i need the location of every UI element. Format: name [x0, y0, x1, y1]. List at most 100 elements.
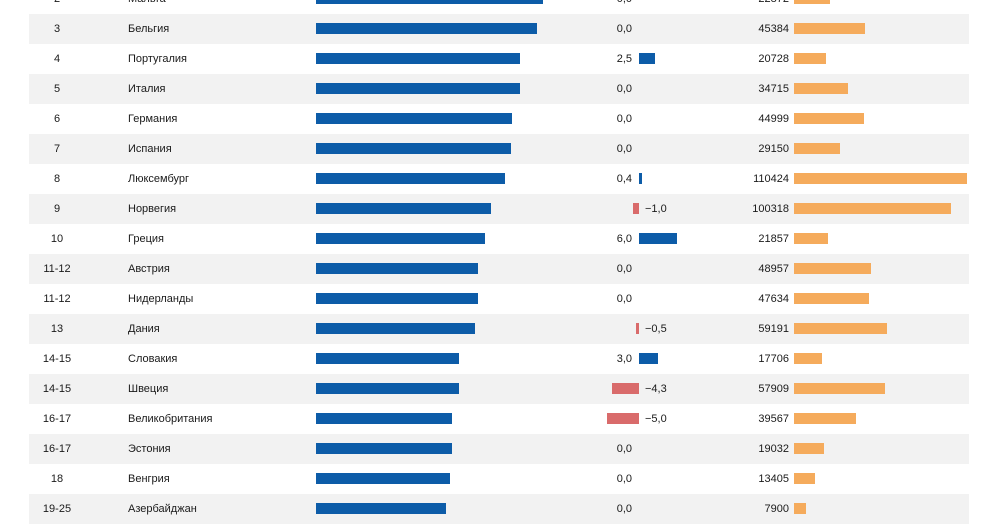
change-label: 3,0	[616, 353, 632, 365]
change-bar	[607, 413, 639, 424]
score-bar	[316, 233, 485, 244]
score-bar	[316, 173, 506, 184]
country-cell: Бельгия	[128, 23, 170, 35]
gdp-label: 100318	[752, 203, 789, 215]
score-bar	[316, 413, 453, 424]
change-bar	[639, 233, 677, 244]
change-bar	[611, 383, 639, 394]
country-cell: Великобритания	[128, 413, 213, 425]
gdp-label: 20728	[758, 53, 789, 65]
gdp-bar	[794, 293, 869, 304]
change-bar	[635, 323, 639, 334]
gdp-label: 44999	[758, 113, 789, 125]
change-label: 0,0	[616, 263, 632, 275]
country-cell: Нидерланды	[128, 293, 194, 305]
gdp-label: 59191	[758, 323, 789, 335]
gdp-bar	[794, 53, 827, 64]
gdp-bar	[794, 263, 871, 274]
gdp-label: 45384	[758, 23, 789, 35]
rank-cell: 19-25	[42, 503, 72, 515]
gdp-label: 22872	[758, 0, 789, 14]
rank-cell: 11-12	[43, 263, 71, 275]
gdp-bar	[794, 23, 866, 34]
gdp-bar	[794, 353, 822, 364]
change-label: 0,0	[616, 473, 632, 485]
gdp-label: 47634	[758, 293, 789, 305]
score-bar	[316, 113, 512, 124]
gdp-label: 13405	[758, 473, 789, 485]
country-cell: Эстония	[128, 443, 171, 455]
rank-cell: 13	[50, 323, 64, 335]
score-bar	[316, 23, 537, 34]
score-bar	[316, 143, 511, 154]
gdp-bar	[794, 83, 849, 94]
gdp-bar	[794, 143, 840, 154]
change-label: 0,0	[617, 0, 632, 14]
gdp-bar	[794, 173, 967, 184]
gdp-bar	[794, 323, 887, 334]
gdp-label: 21857	[758, 233, 789, 245]
score-bar	[316, 323, 475, 334]
gdp-bar	[794, 503, 807, 514]
rank-cell: 16-17	[42, 443, 72, 455]
change-label: 0,0	[616, 83, 632, 95]
change-label: 6,0	[616, 233, 632, 245]
change-bar	[639, 53, 655, 64]
gdp-bar	[794, 443, 824, 454]
score-bar	[316, 503, 446, 514]
country-cell: Дания	[128, 323, 160, 335]
change-label: 0,0	[616, 503, 632, 515]
country-cell: Венгрия	[128, 473, 170, 485]
score-bar	[316, 203, 492, 214]
gdp-bar	[794, 203, 952, 214]
rank-cell: 14-15	[42, 353, 72, 365]
gdp-label: 34715	[758, 83, 789, 95]
change-bar	[639, 353, 658, 364]
country-cell: Азербайджан	[128, 503, 197, 515]
change-label: 0,4	[616, 173, 632, 185]
rank-cell: 7	[53, 143, 61, 155]
rank-cell: 14-15	[42, 383, 72, 395]
score-bar	[316, 0, 543, 4]
change-label: 0,0	[616, 143, 632, 155]
rank-cell: 9	[53, 203, 61, 215]
gdp-label: 7900	[764, 503, 789, 515]
country-cell: Норвегия	[128, 203, 177, 215]
score-bar	[316, 383, 459, 394]
change-label: −4,3	[645, 383, 667, 395]
rank-cell: 6	[53, 113, 61, 125]
change-label: 2,5	[616, 53, 632, 65]
gdp-label: 110424	[753, 173, 789, 185]
country-cell: Словакия	[128, 353, 178, 365]
rank-cell: 10	[50, 233, 64, 245]
change-bar	[632, 203, 639, 214]
change-label: 0,0	[616, 293, 632, 305]
gdp-bar	[794, 113, 865, 124]
rank-cell: 18	[50, 473, 64, 485]
change-label: 0,0	[616, 443, 632, 455]
score-bar	[316, 353, 459, 364]
country-cell: Италия	[128, 83, 166, 95]
gdp-label: 39567	[758, 413, 789, 425]
country-cell: Португалия	[128, 53, 187, 65]
gdp-label: 17706	[758, 353, 789, 365]
country-cell: Испания	[128, 143, 172, 155]
rank-cell: 4	[53, 53, 61, 65]
score-bar	[316, 263, 479, 274]
country-cell: Швеция	[128, 383, 169, 395]
change-label: −1,0	[645, 203, 667, 215]
